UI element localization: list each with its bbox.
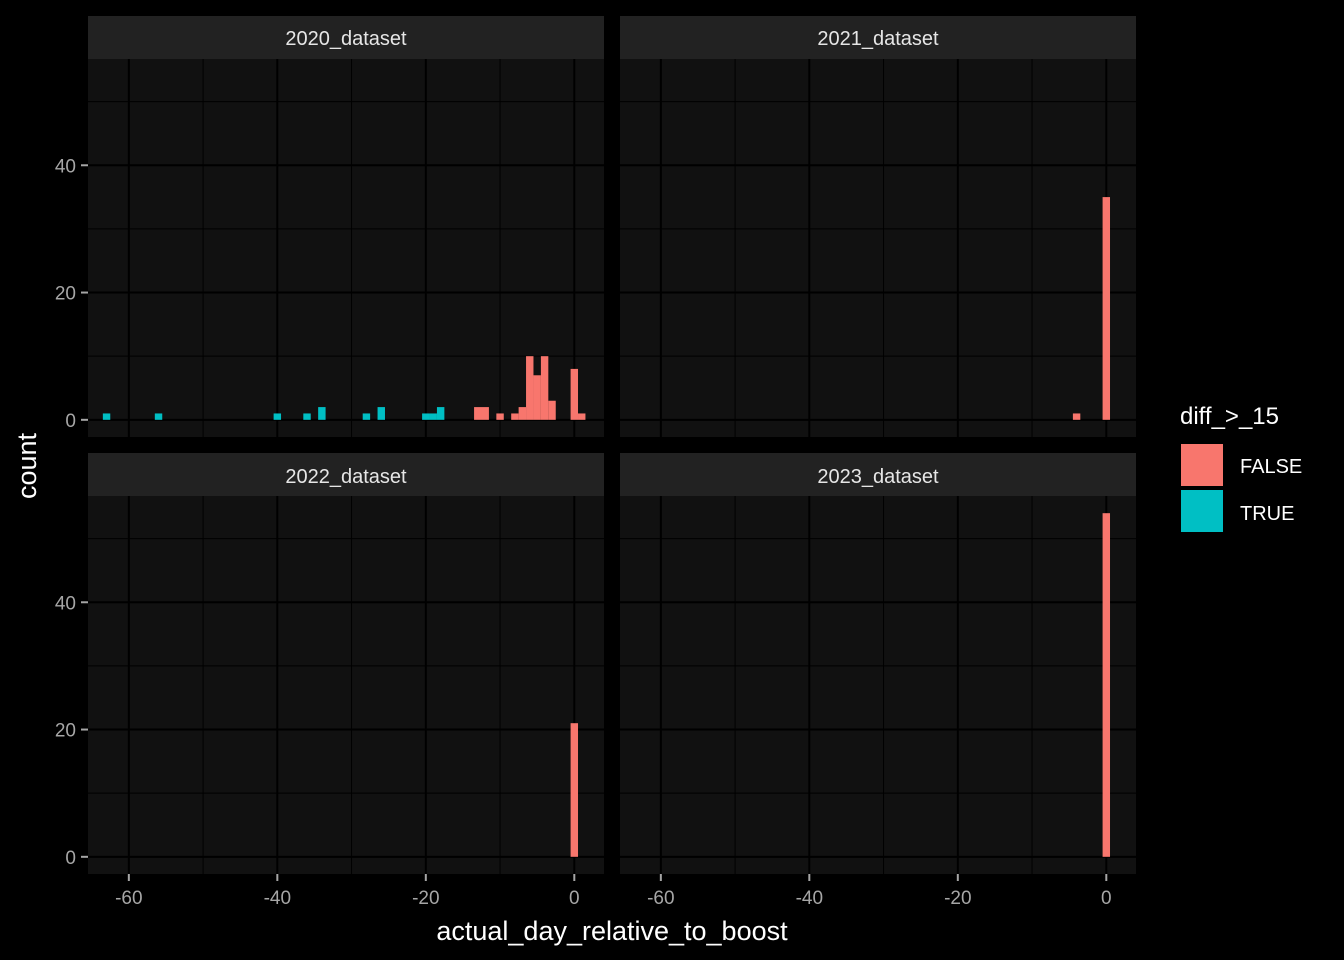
panel-bars: [570, 723, 579, 857]
panel-bars: [1072, 197, 1111, 420]
histogram-bar-false: [533, 375, 541, 420]
x-tick-label: -60: [647, 888, 674, 909]
legend-key-false: [1181, 444, 1223, 486]
y-tick-label: 40: [55, 593, 76, 614]
panel-bars: [102, 356, 586, 420]
facet-panel-2020: 2020_dataset: [88, 16, 604, 437]
legend-label-false: FALSE: [1240, 456, 1302, 478]
histogram-bar-false: [526, 356, 534, 420]
histogram-bar-true: [422, 413, 430, 420]
strip-label: 2020_dataset: [285, 28, 407, 50]
histogram-bar-true: [154, 413, 163, 420]
x-tick-label: -40: [796, 888, 823, 909]
legend-title: diff_>_15: [1180, 403, 1279, 430]
facet-panel-2023: 2023_dataset: [620, 453, 1136, 874]
histogram-bar-true: [362, 413, 371, 420]
histogram-bar-true: [303, 413, 311, 420]
histogram-bar-true: [377, 407, 385, 420]
axes: 0 20 40 0 20 40 -60 -40 -20 0 -60 -40 -20 0: [55, 156, 1112, 909]
y-tick-label: 0: [65, 848, 76, 869]
strip-label: 2023_dataset: [817, 466, 939, 488]
facet-panel-2021: 2021_dataset: [620, 16, 1136, 437]
strip-background: [88, 453, 604, 496]
x-tick-label: -20: [412, 888, 439, 909]
x-tick-label: -40: [264, 888, 291, 909]
panel-background: [88, 496, 604, 874]
x-tick-label: 0: [569, 888, 580, 909]
strip-background: [620, 16, 1136, 59]
histogram-bar-true: [102, 413, 111, 420]
histogram-bar-false: [1072, 413, 1081, 420]
y-tick-label: 20: [55, 284, 76, 305]
x-tick-label: -20: [944, 888, 971, 909]
histogram-bar-false: [481, 407, 489, 420]
histogram-bar-false: [518, 407, 527, 420]
panel-grid: [88, 59, 604, 437]
histogram-bar-true: [318, 407, 326, 420]
panel-grid: [88, 496, 604, 874]
histogram-bar-false: [548, 400, 556, 420]
strip-label: 2022_dataset: [285, 466, 407, 488]
x-tick-label: -60: [115, 888, 142, 909]
histogram-bar-false: [474, 407, 482, 420]
strip-background: [620, 453, 1136, 496]
histogram-bar-true: [273, 413, 282, 420]
panel-background: [620, 59, 1136, 437]
legend-key-true: [1181, 490, 1223, 532]
histogram-bar-false: [1102, 197, 1111, 420]
x-tick-label: 0: [1101, 888, 1112, 909]
x-axis-title: actual_day_relative_to_boost: [436, 916, 788, 946]
histogram-bar-false: [511, 413, 519, 420]
y-tick-label: 0: [65, 411, 76, 432]
y-tick-label: 40: [55, 156, 76, 177]
legend-label-true: TRUE: [1240, 503, 1294, 525]
histogram-bar-false: [570, 723, 579, 857]
panel-background: [88, 59, 604, 437]
panel-bars: [1102, 513, 1111, 857]
facet-panel-2022: 2022_dataset: [88, 453, 604, 874]
panel-grid: [620, 59, 1136, 437]
histogram-bar-false: [1102, 513, 1111, 857]
histogram-bar-false: [496, 413, 504, 420]
y-axis-title: count: [12, 432, 42, 499]
histogram-bar-true: [436, 407, 445, 420]
panel-background: [620, 496, 1136, 874]
histogram-bar-false: [570, 368, 579, 420]
strip-label: 2021_dataset: [817, 28, 939, 50]
histogram-bar-true: [429, 413, 437, 420]
histogram-bar-false: [540, 356, 549, 420]
strip-background: [88, 16, 604, 59]
histogram-bar-false: [578, 413, 586, 420]
legend: diff_>_15 FALSE TRUE: [1180, 403, 1302, 532]
y-tick-label: 20: [55, 721, 76, 742]
